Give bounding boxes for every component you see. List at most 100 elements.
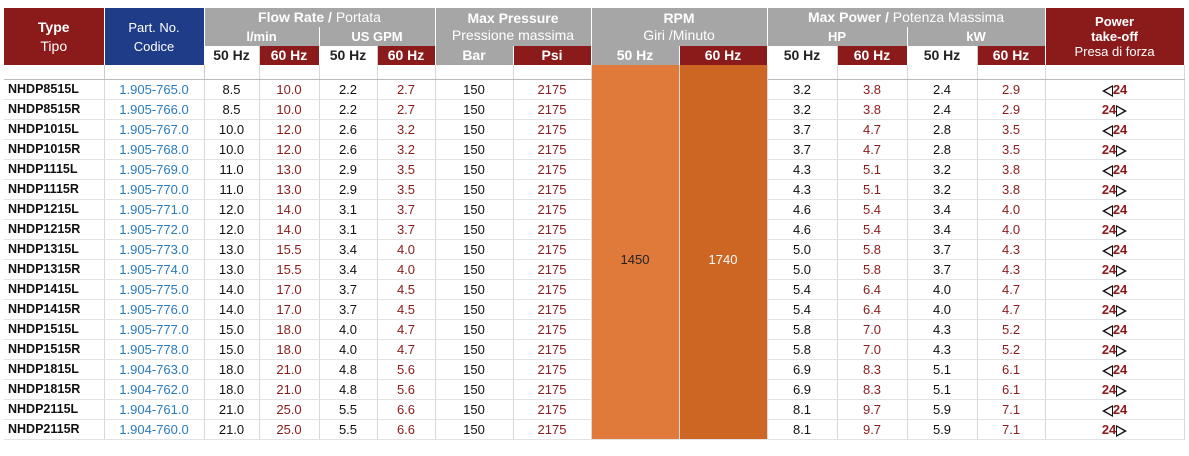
- pressure-psi-cell: 2175: [513, 159, 592, 180]
- power-hp-50hz-cell: 6.9: [767, 379, 838, 400]
- flow-lmin-60hz-cell: 13.0: [259, 159, 320, 180]
- max-pressure-header: Max Pressure Pressione massima: [435, 8, 592, 46]
- kw-header: kW: [907, 27, 1046, 46]
- right-arrow-icon: [1116, 104, 1128, 117]
- power-kw-60hz-cell: 4.0: [977, 199, 1046, 220]
- power-kw-60hz-cell: 2.9: [977, 99, 1046, 120]
- flow-lmin-50hz-cell: 10.0: [204, 119, 260, 140]
- table-row: NHDP1815L 1.904-763.0 18.0 21.0 4.8 5.6 150 217…: [4, 359, 1185, 380]
- power-hp-50hz-cell: 4.3: [767, 179, 838, 200]
- flow-gpm-60hz-cell: 4.7: [377, 339, 436, 360]
- pto-value: 24: [1101, 102, 1117, 117]
- part-number-cell: 1.905-775.0: [104, 279, 205, 300]
- flow-lmin-60hz-cell: 10.0: [259, 99, 320, 120]
- rpm-50hz-cell: 1450: [591, 79, 680, 440]
- model-type-cell: NHDP1015L: [4, 119, 105, 140]
- hz60-header: 60 Hz: [977, 46, 1046, 65]
- power-kw-60hz-cell: 6.1: [977, 359, 1046, 380]
- flow-gpm-50hz-cell: 3.7: [319, 279, 378, 300]
- flow-lmin-60hz-cell: 15.5: [259, 259, 320, 280]
- power-kw-60hz-cell: 2.9: [977, 79, 1046, 100]
- power-kw-50hz-cell: 4.0: [907, 299, 978, 320]
- model-type-cell: NHDP1115L: [4, 159, 105, 180]
- power-hp-60hz-cell: 8.3: [837, 359, 908, 380]
- power-kw-60hz-cell: 4.0: [977, 219, 1046, 240]
- power-hp-50hz-cell: 3.7: [767, 119, 838, 140]
- hz60-header: 60 Hz: [837, 46, 908, 65]
- power-hp-50hz-cell: 5.0: [767, 239, 838, 260]
- pto-cell: 24: [1045, 219, 1185, 240]
- power-kw-50hz-cell: 5.9: [907, 399, 978, 420]
- flow-gpm-60hz-cell: 5.6: [377, 379, 436, 400]
- hz50-header: 50 Hz: [767, 46, 838, 65]
- power-hp-60hz-cell: 5.8: [837, 259, 908, 280]
- table-row: NHDP1315L 1.905-773.0 13.0 15.5 3.4 4.0 150 217…: [4, 239, 1185, 260]
- pressure-psi-cell: 2175: [513, 299, 592, 320]
- pto-cell: 24: [1045, 239, 1185, 260]
- left-arrow-icon: [1101, 244, 1113, 257]
- flow-gpm-50hz-cell: 3.1: [319, 219, 378, 240]
- power-kw-50hz-cell: 3.7: [907, 259, 978, 280]
- pressure-psi-cell: 2175: [513, 79, 592, 100]
- flow-lmin-50hz-cell: 13.0: [204, 259, 260, 280]
- power-kw-50hz-cell: 5.1: [907, 379, 978, 400]
- pressure-bar-cell: 150: [435, 299, 514, 320]
- part-number-header: Part. No. Codice: [104, 8, 205, 65]
- flow-lmin-50hz-cell: 14.0: [204, 279, 260, 300]
- power-kw-60hz-cell: 5.2: [977, 339, 1046, 360]
- pump-spec-table: Type Tipo Part. No. Codice Flow Rate / P…: [4, 8, 1185, 440]
- power-kw-60hz-cell: 3.5: [977, 119, 1046, 140]
- pressure-psi-cell: 2175: [513, 399, 592, 420]
- table-row: NHDP1215R 1.905-772.0 12.0 14.0 3.1 3.7 150 217…: [4, 219, 1185, 240]
- hz60-header: 60 Hz: [377, 46, 436, 65]
- power-hp-50hz-cell: 3.2: [767, 79, 838, 100]
- power-hp-50hz-cell: 5.0: [767, 259, 838, 280]
- pressure-psi-cell: 2175: [513, 339, 592, 360]
- pto-value: 24: [1101, 182, 1117, 197]
- flow-lmin-50hz-cell: 12.0: [204, 199, 260, 220]
- part-number-cell: 1.905-769.0: [104, 159, 205, 180]
- flow-lmin-60hz-cell: 12.0: [259, 119, 320, 140]
- hz50-header: 50 Hz: [591, 46, 680, 65]
- right-arrow-icon: [1116, 184, 1128, 197]
- rpm-header: RPM Giri /Minuto: [591, 8, 768, 46]
- flow-gpm-60hz-cell: 3.7: [377, 219, 436, 240]
- bar-header: Bar: [435, 46, 514, 65]
- pressure-psi-cell: 2175: [513, 239, 592, 260]
- left-arrow-icon: [1101, 324, 1113, 337]
- power-hp-50hz-cell: 4.6: [767, 199, 838, 220]
- power-hp-50hz-cell: 8.1: [767, 419, 838, 440]
- power-hp-60hz-cell: 8.3: [837, 379, 908, 400]
- power-kw-50hz-cell: 4.3: [907, 319, 978, 340]
- flow-gpm-50hz-cell: 4.8: [319, 359, 378, 380]
- power-kw-50hz-cell: 3.4: [907, 219, 978, 240]
- flow-lmin-60hz-cell: 25.0: [259, 419, 320, 440]
- flow-lmin-50hz-cell: 8.5: [204, 79, 260, 100]
- flow-lmin-60hz-cell: 12.0: [259, 139, 320, 160]
- flow-lmin-50hz-cell: 15.0: [204, 319, 260, 340]
- flow-gpm-60hz-cell: 3.2: [377, 139, 436, 160]
- power-hp-50hz-cell: 5.4: [767, 279, 838, 300]
- part-number-cell: 1.904-762.0: [104, 379, 205, 400]
- part-number-cell: 1.905-776.0: [104, 299, 205, 320]
- flow-rate-header: Flow Rate / Portata: [204, 8, 436, 27]
- model-type-cell: NHDP1315R: [4, 259, 105, 280]
- pressure-bar-cell: 150: [435, 319, 514, 340]
- pressure-bar-cell: 150: [435, 139, 514, 160]
- power-kw-50hz-cell: 3.4: [907, 199, 978, 220]
- pressure-psi-cell: 2175: [513, 259, 592, 280]
- part-number-cell: 1.905-778.0: [104, 339, 205, 360]
- table-row: NHDP1815R 1.904-762.0 18.0 21.0 4.8 5.6 150 217…: [4, 379, 1185, 400]
- pressure-psi-cell: 2175: [513, 99, 592, 120]
- part-number-cell: 1.905-774.0: [104, 259, 205, 280]
- power-hp-50hz-cell: 5.4: [767, 299, 838, 320]
- power-kw-60hz-cell: 3.8: [977, 179, 1046, 200]
- power-kw-50hz-cell: 4.0: [907, 279, 978, 300]
- power-hp-60hz-cell: 6.4: [837, 299, 908, 320]
- power-kw-50hz-cell: 2.4: [907, 79, 978, 100]
- pressure-psi-cell: 2175: [513, 199, 592, 220]
- power-hp-60hz-cell: 4.7: [837, 119, 908, 140]
- hz50-header: 50 Hz: [204, 46, 260, 65]
- power-kw-60hz-cell: 4.7: [977, 279, 1046, 300]
- part-number-cell: 1.904-761.0: [104, 399, 205, 420]
